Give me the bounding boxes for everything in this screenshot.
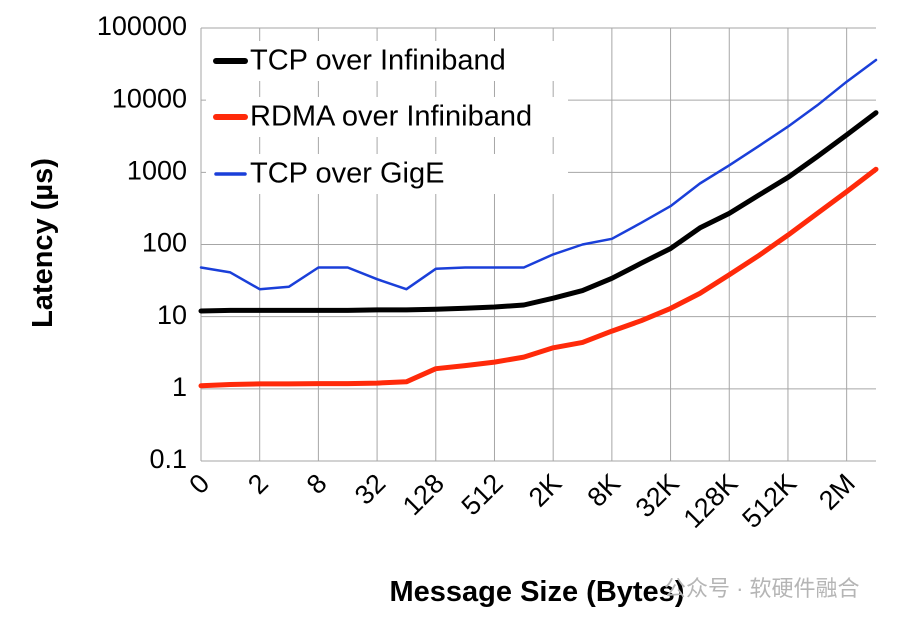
- series-lines: [198, 58, 879, 389]
- series-line-tcp-over-infiniband: [198, 110, 879, 314]
- y-tick-label: 10: [157, 300, 187, 330]
- watermark-text: 公众号 · 软硬件融合: [664, 576, 860, 601]
- x-tick-label: 32: [349, 468, 391, 510]
- legend-item: TCP over GigE: [206, 154, 568, 194]
- x-tick-label: 32K: [630, 468, 685, 523]
- legend-item-background: [206, 154, 568, 194]
- y-axis-title: Latency (µs): [27, 158, 59, 328]
- x-tick-label: 2M: [813, 468, 861, 516]
- x-tick-label: 8: [301, 468, 333, 500]
- y-tick-label: 1000: [127, 155, 187, 185]
- legend: TCP over Infiniband RDMA over Infiniband T…: [206, 41, 568, 194]
- y-tick-label: 10000: [112, 83, 187, 113]
- y-tick-label: 100: [142, 228, 187, 258]
- series-line-rdma-over-infiniband: [198, 166, 879, 389]
- legend-item: RDMA over Infiniband: [206, 97, 568, 137]
- x-tick-label: 2: [242, 468, 274, 500]
- y-tick-label: 1: [172, 372, 187, 402]
- legend-label: TCP over GigE: [250, 158, 444, 190]
- legend-label: RDMA over Infiniband: [250, 101, 532, 133]
- legend-item-background: [206, 41, 568, 81]
- x-axis-title: Message Size (Bytes): [390, 576, 685, 608]
- x-tick-label: 128K: [678, 468, 744, 534]
- series-line-tcp-over-gige: [199, 58, 878, 291]
- x-tick-label: 512: [456, 468, 509, 521]
- x-tick-label: 0: [183, 468, 215, 500]
- x-tick-label: 8K: [582, 468, 627, 513]
- x-tick-label: 128: [397, 468, 450, 521]
- y-axis-ticks: 100000 10000 1000 100 10 1 0.1: [97, 11, 187, 474]
- legend-item-background: [206, 97, 568, 137]
- legend-item: TCP over Infiniband: [206, 41, 568, 81]
- legend-label: TCP over Infiniband: [250, 45, 506, 77]
- x-tick-label: 512K: [736, 468, 802, 534]
- y-tick-label: 100000: [97, 11, 187, 41]
- y-tick-label: 0.1: [149, 444, 187, 474]
- x-tick-label: 2K: [523, 468, 568, 513]
